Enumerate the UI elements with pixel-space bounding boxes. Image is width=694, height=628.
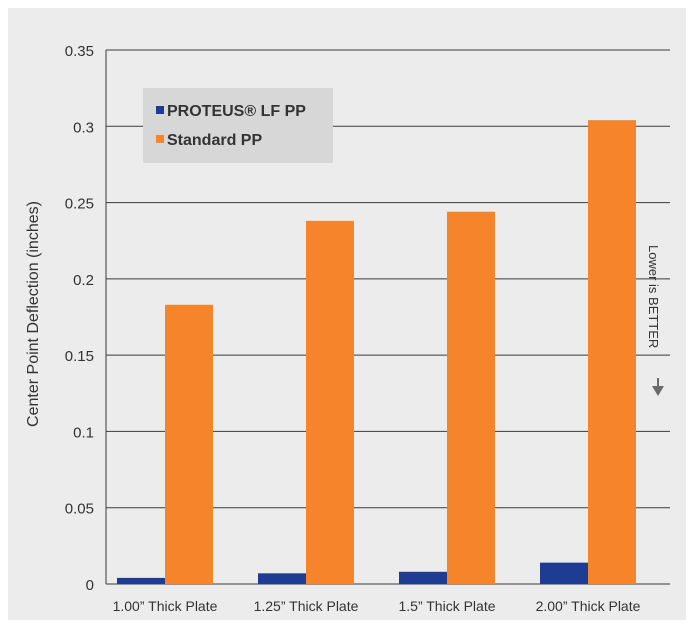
down-arrow-icon (652, 378, 664, 396)
y-tick-label: 0.35 (65, 43, 94, 60)
y-tick-label: 0.1 (73, 424, 94, 441)
legend: PROTEUS® LF PP Standard PP (143, 88, 333, 163)
legend-swatch-proteus (156, 106, 164, 114)
legend-background (143, 88, 333, 163)
x-tick-label: 1.00” Thick Plate (113, 598, 218, 614)
y-axis-label: Center Point Deflection (inches) (25, 201, 42, 427)
lower-is-better-text: Lower is BETTER (646, 245, 661, 348)
y-tick-label: 0.25 (65, 196, 94, 213)
y-tick-label: 0.3 (73, 119, 94, 136)
bar-proteus-2 (258, 573, 306, 584)
y-tick-label: 0.05 (65, 501, 94, 518)
legend-label-standard: Standard PP (167, 132, 262, 149)
bar-standard-2 (306, 220, 354, 584)
y-tick-label: 0.15 (65, 348, 94, 365)
y-tick-label: 0 (86, 577, 94, 594)
chart-panel: 0 0.05 0.1 0.15 0.2 0.25 0.3 0.35 1.00” Thick P… (8, 8, 686, 620)
bar-proteus-3 (399, 571, 447, 584)
lower-is-better-note: Lower is BETTER (646, 245, 664, 396)
x-tick-label: 2.00” Thick Plate (536, 598, 641, 614)
bar-proteus-4 (540, 562, 588, 584)
y-tick-label: 0.2 (73, 272, 94, 289)
y-tick-labels: 0 0.05 0.1 0.15 0.2 0.25 0.3 0.35 (65, 43, 94, 594)
bar-standard-3 (447, 211, 495, 584)
bar-standard-1 (165, 304, 213, 584)
bar-proteus-1 (117, 577, 165, 584)
bar-standard-4 (588, 120, 636, 584)
bars (117, 120, 636, 584)
legend-label-proteus: PROTEUS® LF PP (167, 103, 306, 120)
x-tick-labels: 1.00” Thick Plate 1.25” Thick Plate 1.5” T… (113, 598, 641, 614)
x-tick-label: 1.5” Thick Plate (398, 598, 495, 614)
x-tick-label: 1.25” Thick Plate (254, 598, 359, 614)
legend-swatch-standard (156, 135, 164, 143)
bar-chart: 0 0.05 0.1 0.15 0.2 0.25 0.3 0.35 1.00” Thick P… (25, 43, 670, 614)
